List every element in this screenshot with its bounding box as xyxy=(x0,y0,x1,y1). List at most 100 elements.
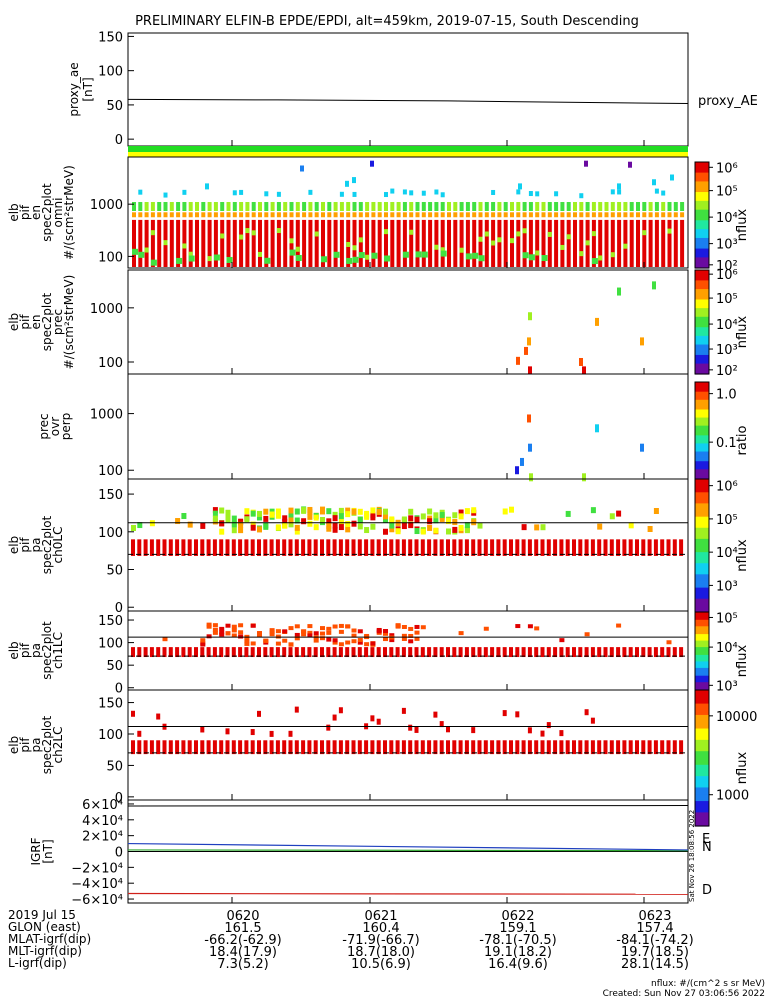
pa-bin xyxy=(238,623,244,628)
colorbar-cell xyxy=(695,674,709,677)
pa-bin xyxy=(275,641,281,646)
footer-label-glon: GLON (east) xyxy=(8,920,81,934)
pa-bin xyxy=(326,523,332,530)
colorbar-cell xyxy=(695,782,709,786)
pa-bin xyxy=(338,524,344,531)
spec-bin xyxy=(560,244,565,250)
pa-bin xyxy=(320,636,325,641)
colorbar-cell xyxy=(695,294,709,297)
pa-bin xyxy=(509,506,514,513)
pa-bin xyxy=(628,740,633,755)
colorbar-cell xyxy=(695,184,709,188)
colorbar-cell xyxy=(695,666,709,669)
pa-bin xyxy=(250,521,256,528)
spec-bin xyxy=(617,287,621,296)
colorbar-cell xyxy=(695,563,709,567)
pa-bin xyxy=(515,647,520,658)
spec-bin xyxy=(566,212,571,218)
colorbar-label: nflux xyxy=(735,539,750,572)
pa-bin xyxy=(477,522,483,529)
colorbar-cell xyxy=(695,598,709,602)
ylabel-line: spec2plot xyxy=(40,292,54,351)
spec-bin xyxy=(370,160,374,167)
colorbar-cell xyxy=(695,812,709,816)
colorbar-ch2: 10000 1000 nflux xyxy=(694,689,757,827)
colorbar-cell xyxy=(695,789,709,793)
pa-bin xyxy=(212,647,217,658)
ylabel-line: ch0LC xyxy=(51,527,65,564)
pa-bin xyxy=(351,633,357,638)
created-stamp: Created: Sun Nov 27 03:06:56 2022 xyxy=(602,989,765,999)
spec-bin xyxy=(220,202,225,212)
colorbar-cell xyxy=(695,225,709,228)
spec-bin xyxy=(554,212,559,218)
spec-bin xyxy=(409,212,414,218)
spec-bin xyxy=(434,212,439,218)
colorbar-cell xyxy=(695,273,709,276)
pa-bin xyxy=(389,526,395,533)
colorbar-cell xyxy=(695,605,709,609)
spec-bin xyxy=(591,202,596,212)
pa-bin xyxy=(553,740,558,755)
spec-bin xyxy=(617,212,622,218)
colorbar-cell xyxy=(695,507,709,511)
pa-bin xyxy=(376,740,381,755)
pa-bin xyxy=(257,526,262,533)
pa-bin xyxy=(143,740,148,755)
pa-bin xyxy=(433,539,438,556)
colorbar-cell xyxy=(695,514,709,518)
spec-bin xyxy=(226,256,233,263)
pa-bin xyxy=(187,539,192,556)
ylabel-line: pif xyxy=(18,204,32,220)
panel-ratio: 1000 100 xyxy=(90,373,689,482)
spec-bin xyxy=(428,219,433,267)
spec-bin xyxy=(484,212,489,218)
spec-bin xyxy=(440,202,445,212)
colorbar-cell xyxy=(695,665,709,668)
colorbar-cell xyxy=(695,678,709,681)
pa-bin xyxy=(326,724,331,731)
pa-bin xyxy=(420,740,425,755)
spec-bin xyxy=(205,183,209,190)
colorbar-cell xyxy=(695,496,709,500)
pa-bin xyxy=(420,528,426,535)
spec-bin xyxy=(144,247,149,253)
pa-bin xyxy=(471,740,476,755)
colorbar-cell xyxy=(695,190,709,193)
pa-bin xyxy=(590,507,596,514)
spec-bin xyxy=(213,202,218,212)
spec-bin xyxy=(661,212,666,218)
colorbar-cell xyxy=(695,311,709,314)
pa-bin xyxy=(395,624,401,629)
colorbar-cell xyxy=(695,737,709,741)
pa-bin xyxy=(660,740,665,755)
spec-bin xyxy=(610,202,615,212)
spec-bin xyxy=(535,219,540,267)
pa-bin xyxy=(357,629,363,634)
colorbar-cell xyxy=(695,404,709,407)
pa-bin xyxy=(131,740,135,755)
colorbar-frame xyxy=(694,161,710,269)
pa-bin xyxy=(275,634,281,639)
colorbar-cell xyxy=(695,176,709,179)
pa-bin xyxy=(269,511,275,518)
colorbar-cell xyxy=(695,627,709,630)
colorbar-cell xyxy=(695,193,709,197)
spec-bin xyxy=(251,219,256,267)
colorbar-cell xyxy=(695,435,709,438)
colorbar-tick-label: 1.0 xyxy=(716,388,737,403)
colorbar-prec: 10⁶ 10⁵ 10⁴ 10³ 10² nflux xyxy=(694,268,750,379)
pa-bin xyxy=(389,516,395,523)
spec-bin xyxy=(239,202,244,212)
pa-bin xyxy=(464,539,469,556)
colorbar-tick-label: 0.1 xyxy=(716,436,737,451)
pa-bin xyxy=(477,740,482,755)
colorbar-cell xyxy=(695,694,709,698)
pa-bin xyxy=(269,628,275,633)
spec-bin xyxy=(629,212,634,218)
pa-bin xyxy=(294,647,299,658)
pa-bin xyxy=(357,740,362,755)
pa-bin xyxy=(383,516,388,523)
pa-bin xyxy=(364,527,370,534)
